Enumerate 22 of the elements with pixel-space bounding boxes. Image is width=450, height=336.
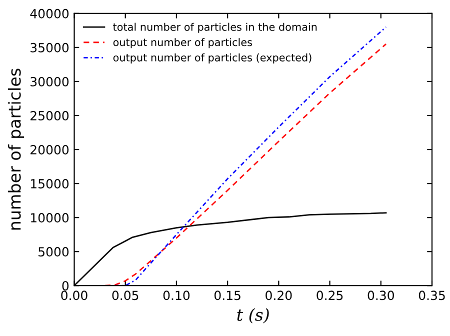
legend-label: output number of particles xyxy=(113,38,252,48)
y-axis-title: number of particles xyxy=(8,68,24,230)
legend-label: output number of particles (expected) xyxy=(113,53,312,64)
y-tick-label: 5000 xyxy=(38,247,69,257)
y-tick-label: 10000 xyxy=(30,213,69,222)
x-tick-label: 0.00 xyxy=(61,290,88,300)
x-tick-label: 0.10 xyxy=(163,290,190,300)
y-tick-label: 25000 xyxy=(30,110,69,120)
y-tick-label: 40000 xyxy=(30,8,69,18)
x-tick-label: 0.05 xyxy=(112,290,138,300)
y-tick-label: 20000 xyxy=(30,144,69,154)
x-tick-label: 0.30 xyxy=(368,290,394,300)
x-tick-label: 0.25 xyxy=(316,290,343,300)
y-tick-label: 0 xyxy=(62,281,69,291)
x-tick-label: 0.15 xyxy=(214,290,240,300)
legend-label: total number of particles in the domain xyxy=(113,22,317,33)
x-tick-label: 0.20 xyxy=(266,290,292,300)
y-tick-label: 35000 xyxy=(30,42,69,52)
y-tick-label: 30000 xyxy=(30,76,69,86)
x-tick-label: 0.35 xyxy=(418,290,445,300)
y-tick-label: 15000 xyxy=(30,179,69,188)
x-axis-title: t (s) xyxy=(237,308,269,324)
